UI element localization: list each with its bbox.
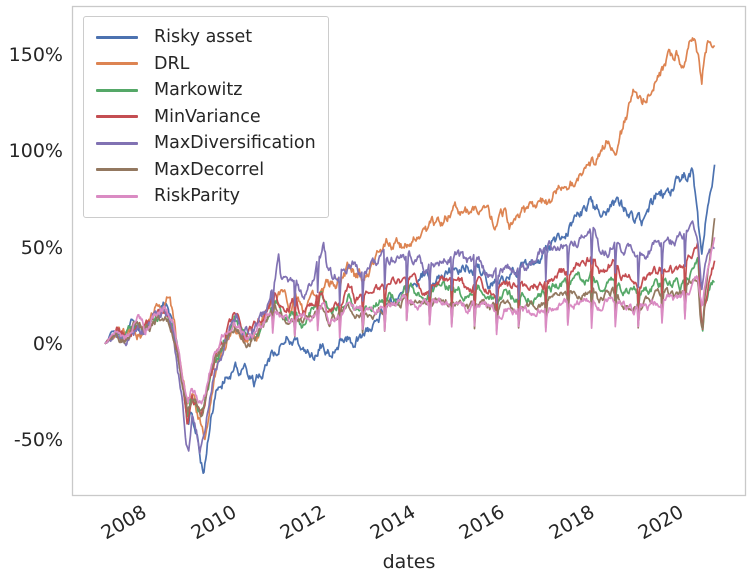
legend-label: MinVariance (154, 106, 261, 127)
legend-label: RiskParity (154, 186, 241, 207)
legend-item-markowitz: Markowitz (96, 77, 318, 104)
legend-line-sample (96, 88, 138, 92)
y-tick-150%: 150% (8, 44, 63, 67)
legend-label: Risky asset (154, 27, 253, 48)
plot-border (71, 5, 747, 497)
legend-line-sample (96, 168, 138, 172)
legend-item-maxdecorrel: MaxDecorrel (96, 157, 318, 184)
legend: Risky asset DRL Markowitz MinVariance MaxDiv… (83, 16, 329, 218)
legend-item-maxdiversification: MaxDiversification (96, 130, 318, 157)
legend-line-sample (96, 35, 138, 39)
legend-item-risky-asset: Risky asset (96, 24, 318, 51)
legend-label: Markowitz (154, 80, 243, 101)
series-line-maxdecorrel (104, 218, 716, 418)
legend-item-minvariance: MinVariance (96, 104, 318, 131)
y-tick-0%: 0% (32, 332, 63, 355)
series-line-riskparity (104, 237, 716, 405)
x-axis-label: dates (382, 551, 436, 573)
legend-label: MaxDiversification (154, 133, 316, 154)
legend-item-drl: DRL (96, 51, 318, 78)
legend-line-sample (96, 141, 138, 145)
legend-line-sample (96, 194, 138, 198)
legend-item-riskparity: RiskParity (96, 183, 318, 210)
y-tick-100%: 100% (8, 140, 63, 163)
legend-label: MaxDecorrel (154, 159, 265, 180)
series-line-maxdiversification (104, 220, 715, 454)
series-line-drl (104, 37, 716, 441)
legend-label: DRL (154, 53, 190, 74)
y-tick--50%: -50% (13, 428, 63, 451)
legend-line-sample (96, 115, 138, 119)
legend-line-sample (96, 62, 138, 66)
y-tick-50%: 50% (20, 236, 63, 259)
series-line-markowitz (104, 256, 715, 418)
